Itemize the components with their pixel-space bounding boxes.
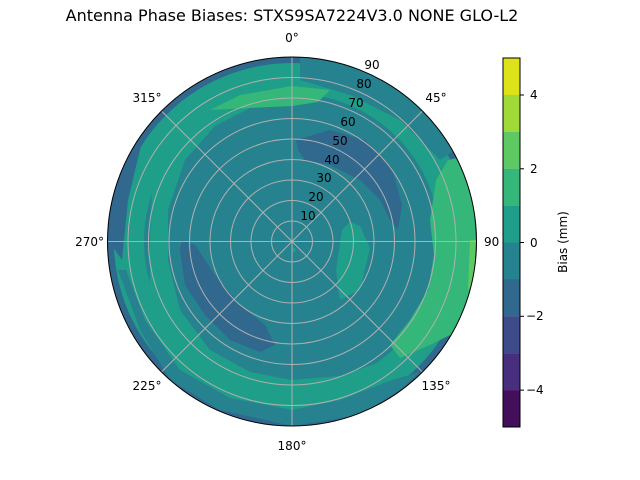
colorbar-tick: 4 [530, 88, 538, 102]
tick-315: 315° [133, 91, 162, 105]
svg-text:60: 60 [340, 115, 355, 129]
colorbar-tick: −4 [526, 383, 544, 397]
tick-180: 180° [278, 439, 307, 453]
colorbar-tick: 2 [530, 162, 538, 176]
polar-frame [107, 56, 477, 427]
tick-45: 45° [425, 91, 446, 105]
tick-0: 0° [285, 31, 299, 45]
tick-270: 270° [75, 235, 104, 249]
svg-text:70: 70 [348, 96, 363, 110]
svg-text:80: 80 [356, 77, 371, 91]
angular-gridlines [107, 57, 477, 426]
chart-title: Antenna Phase Biases: STXS9SA7224V3.0 NO… [65, 6, 519, 25]
svg-text:10: 10 [300, 209, 315, 223]
radial-tick-labels: 10 20 30 40 50 60 70 80 90 [300, 58, 379, 223]
tick-90: 90 [484, 235, 499, 249]
colorbar: 4 2 0 −2 −4 Bias (mm) [502, 57, 570, 428]
svg-text:90: 90 [364, 58, 379, 72]
tick-135: 135° [422, 379, 451, 393]
colorbar-label: Bias (mm) [556, 211, 570, 273]
tick-225: 225° [133, 379, 162, 393]
colorbar-tick: −2 [526, 309, 544, 323]
angular-tick-labels: 0° 45° 90 135° 180° 225° 270° 315° [75, 31, 499, 453]
svg-text:40: 40 [324, 153, 339, 167]
svg-text:20: 20 [308, 190, 323, 204]
svg-text:50: 50 [332, 134, 347, 148]
colorbar-tick: 0 [530, 236, 538, 250]
svg-text:30: 30 [316, 171, 331, 185]
